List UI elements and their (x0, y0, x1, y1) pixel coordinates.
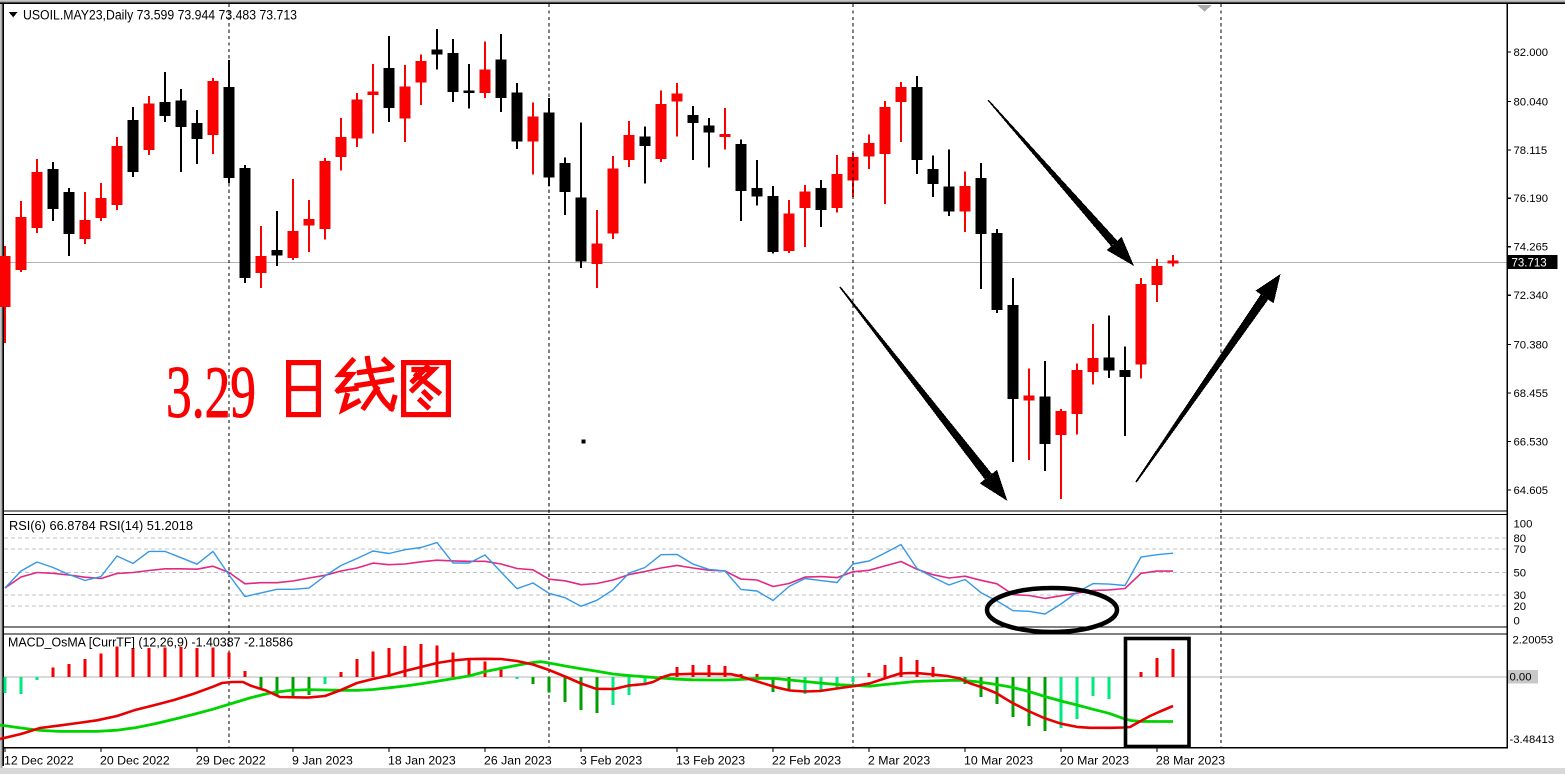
svg-text:20 Mar 2023: 20 Mar 2023 (1060, 754, 1129, 768)
svg-text:78.115: 78.115 (1514, 145, 1548, 157)
svg-text:18 Jan 2023: 18 Jan 2023 (388, 754, 456, 768)
svg-text:RSI(6) 66.8784 RSI(14) 51.201: RSI(6) 66.8784 RSI(14) 51.2018 (9, 519, 193, 533)
svg-text:12 Dec 2022: 12 Dec 2022 (4, 754, 74, 768)
svg-text:28 Mar 2023: 28 Mar 2023 (1156, 754, 1225, 768)
svg-text:13 Feb 2023: 13 Feb 2023 (676, 754, 745, 768)
svg-text:MACD_OsMA [CurrTF] (12,26,9) -: MACD_OsMA [CurrTF] (12,26,9) -1.40387 -2… (8, 636, 293, 650)
svg-text:64.605: 64.605 (1514, 485, 1549, 497)
svg-text:100: 100 (1514, 519, 1533, 531)
svg-text:70.380: 70.380 (1514, 340, 1549, 352)
svg-text:30: 30 (1514, 590, 1527, 602)
svg-text:-3.48413: -3.48413 (1510, 734, 1555, 746)
svg-text:29 Dec 2022: 29 Dec 2022 (196, 754, 266, 768)
svg-text:22 Feb 2023: 22 Feb 2023 (772, 754, 841, 768)
svg-text:20: 20 (1514, 601, 1527, 613)
svg-text:26 Jan 2023: 26 Jan 2023 (484, 754, 552, 768)
svg-text:76.190: 76.190 (1514, 193, 1549, 205)
svg-text:10 Mar 2023: 10 Mar 2023 (964, 754, 1033, 768)
svg-text:0: 0 (1514, 616, 1520, 628)
svg-text:50: 50 (1514, 568, 1527, 580)
svg-text:68.455: 68.455 (1514, 388, 1549, 400)
svg-text:3 Feb 2023: 3 Feb 2023 (580, 754, 642, 768)
svg-text:73.713: 73.713 (1512, 258, 1547, 270)
svg-text:9 Jan 2023: 9 Jan 2023 (292, 754, 353, 768)
svg-text:2 Mar 2023: 2 Mar 2023 (868, 754, 930, 768)
svg-text:3.29: 3.29 (166, 352, 256, 434)
svg-text:USOIL.MAY23,Daily 73.599 73.9: USOIL.MAY23,Daily 73.599 73.944 73.483 7… (23, 8, 297, 23)
svg-text:80.040: 80.040 (1514, 96, 1549, 108)
svg-text:82.000: 82.000 (1514, 47, 1549, 59)
svg-text:2.20053: 2.20053 (1513, 635, 1554, 647)
svg-text:74.265: 74.265 (1514, 242, 1549, 254)
svg-text:72.340: 72.340 (1514, 290, 1549, 302)
svg-text:0.00: 0.00 (1510, 672, 1532, 684)
svg-text:80: 80 (1514, 533, 1527, 545)
svg-text:20 Dec 2022: 20 Dec 2022 (100, 754, 170, 768)
svg-text:70: 70 (1514, 544, 1527, 556)
svg-text:66.530: 66.530 (1514, 437, 1549, 449)
